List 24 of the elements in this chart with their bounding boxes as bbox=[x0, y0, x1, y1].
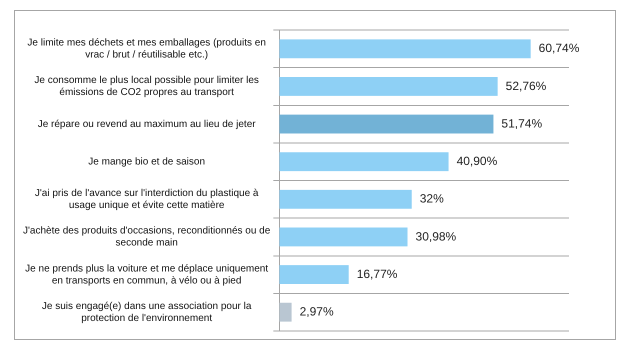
bar bbox=[279, 265, 349, 284]
y-tick-label: Je consomme le plus local possible pour limiter les émissions de CO2 propres au transport bbox=[34, 75, 259, 98]
y-tick-label: Je ne prends plus la voiture et me déplace uniquement en transports en commun, à vélo ou à pied bbox=[25, 263, 268, 286]
y-tick-label: Je limite mes déchets et mes emballages (produits en vrac / brut / réutilisable etc.) bbox=[27, 38, 266, 61]
data-label: 30,98% bbox=[416, 229, 457, 244]
bar bbox=[279, 228, 408, 246]
data-label: 60,74% bbox=[538, 41, 580, 56]
bar bbox=[279, 77, 498, 96]
y-tick-label: Je mange bio et de saison bbox=[88, 156, 206, 168]
bar bbox=[279, 152, 449, 172]
data-label: 40,90% bbox=[456, 154, 498, 168]
data-label: 2,97% bbox=[300, 304, 334, 318]
data-label: 16,77% bbox=[356, 266, 398, 281]
data-label: 32% bbox=[420, 192, 444, 206]
data-label: 51,74% bbox=[501, 116, 542, 130]
bar bbox=[279, 39, 531, 58]
bar bbox=[279, 190, 412, 209]
bar bbox=[279, 302, 292, 322]
data-label: 52,76% bbox=[506, 78, 547, 93]
y-tick-label: Je répare ou revend au maximum au lieu de jeter bbox=[38, 118, 256, 130]
y-tick-label: Je suis engagé(e) dans une association pour la protection de l'environnement bbox=[42, 300, 252, 324]
bar bbox=[279, 114, 494, 134]
y-tick-label: J'achète des produits d'occasions, reconditionnés ou de seconde main bbox=[23, 226, 271, 249]
y-tick-label: J'ai pris de l'avance sur l'interdiction du plastique à usage unique et évite cette matière bbox=[34, 188, 259, 212]
